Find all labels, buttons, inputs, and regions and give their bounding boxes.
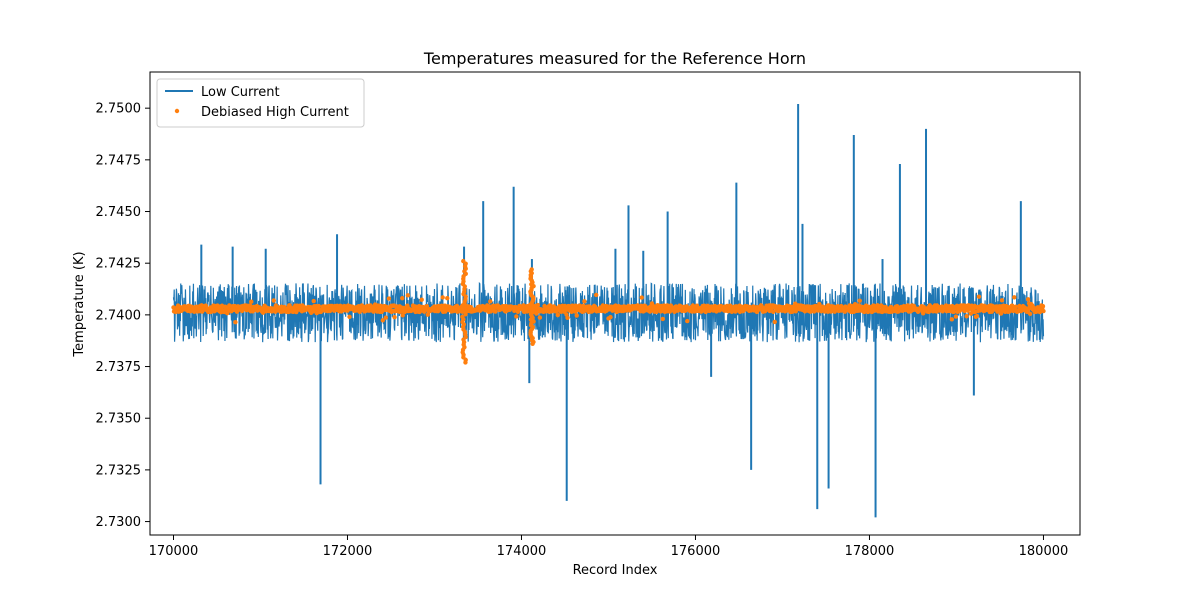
high-current-point: [347, 314, 352, 320]
plot-frame: [149, 71, 1081, 536]
high-current-point: [392, 314, 397, 320]
high-current-point: [772, 319, 777, 325]
high-current-point: [400, 296, 405, 301]
y-tick-label: 2.7425: [96, 257, 142, 272]
high-current-point: [1013, 304, 1019, 309]
high-current-point: [249, 299, 254, 304]
y-tick-label: 2.7500: [96, 102, 142, 117]
high-current-point: [1027, 311, 1033, 317]
high-current-point: [405, 293, 411, 298]
high-current-point: [419, 297, 424, 302]
high-current-point: [660, 316, 665, 322]
legend-marker-debiased-high-current: [174, 108, 180, 114]
chart-title: Temperatures measured for the Reference …: [423, 49, 806, 68]
high-current-point: [974, 313, 980, 319]
high-current-feature-point: [461, 258, 466, 264]
high-current-point: [685, 318, 690, 324]
high-current-point: [386, 296, 392, 301]
x-tick-label: 172000: [323, 544, 373, 559]
plot-area: [171, 104, 1046, 518]
high-current-point: [1025, 297, 1031, 302]
high-current-point: [825, 309, 831, 314]
high-current-point: [537, 315, 543, 320]
y-tick-label: 2.7325: [96, 463, 142, 478]
high-current-point: [425, 312, 431, 317]
high-current-point: [964, 314, 969, 319]
high-current-point: [999, 298, 1005, 303]
high-current-point: [857, 298, 862, 303]
high-current-point: [311, 298, 316, 304]
high-current-point: [771, 309, 776, 315]
high-current-point: [976, 294, 982, 299]
legend-frame: [156, 78, 365, 128]
x-axis-label: Record Index: [573, 563, 658, 578]
legend-label-low-current: Low Current: [201, 85, 280, 100]
y-tick-label: 2.7475: [96, 153, 142, 168]
high-current-point: [574, 313, 579, 318]
y-tick-label: 2.7375: [96, 360, 142, 375]
high-current-point: [380, 318, 385, 323]
high-current-point: [926, 309, 932, 315]
high-current-point: [694, 303, 700, 308]
high-current-point: [593, 292, 599, 298]
y-tick-label: 2.7300: [96, 515, 142, 530]
high-current-point: [1041, 308, 1046, 314]
y-tick-label: 2.7350: [96, 412, 142, 427]
x-tick-label: 178000: [845, 544, 895, 559]
high-current-point: [1040, 303, 1046, 309]
series-debiased-high-current-points: [171, 258, 1046, 365]
high-current-point: [488, 299, 493, 304]
high-current-point: [271, 298, 276, 303]
high-current-point: [400, 313, 405, 318]
y-tick-label: 2.7400: [96, 308, 142, 323]
high-current-point: [565, 315, 570, 321]
high-current-point: [953, 314, 959, 319]
series-low-current-line: [172, 281, 1045, 343]
x-tick-label: 170000: [149, 544, 199, 559]
high-current-point: [316, 303, 322, 309]
x-axis: 170000 172000 174000 176000 178000 180000: [149, 535, 1069, 559]
high-current-point: [949, 317, 955, 322]
y-axis: 2.7300 2.7325 2.7350 2.7375 2.7400 2.7425 2.74…: [96, 102, 150, 530]
high-current-point: [564, 312, 569, 317]
high-current-point: [440, 295, 445, 300]
legend: Low Current Debiased High Current: [156, 78, 365, 128]
x-tick-label: 180000: [1019, 544, 1069, 559]
high-current-feature-point: [529, 267, 534, 272]
y-tick-label: 2.7450: [96, 205, 142, 220]
high-current-point: [582, 299, 587, 304]
y-axis-label: Temperature (K): [72, 251, 87, 357]
high-current-point: [514, 314, 519, 319]
high-current-point: [608, 314, 613, 320]
high-current-point: [639, 295, 644, 300]
high-current-point: [445, 296, 450, 301]
legend-label-debiased-high-current: Debiased High Current: [201, 105, 349, 120]
high-current-point: [493, 309, 498, 314]
high-current-point: [555, 312, 561, 318]
high-current-point: [383, 315, 389, 320]
high-current-point: [951, 309, 957, 315]
high-current-feature-point: [460, 314, 465, 320]
high-current-point: [233, 319, 238, 325]
high-current-point: [535, 302, 541, 308]
x-tick-label: 176000: [671, 544, 721, 559]
x-tick-label: 174000: [497, 544, 547, 559]
high-current-point: [1012, 295, 1017, 300]
